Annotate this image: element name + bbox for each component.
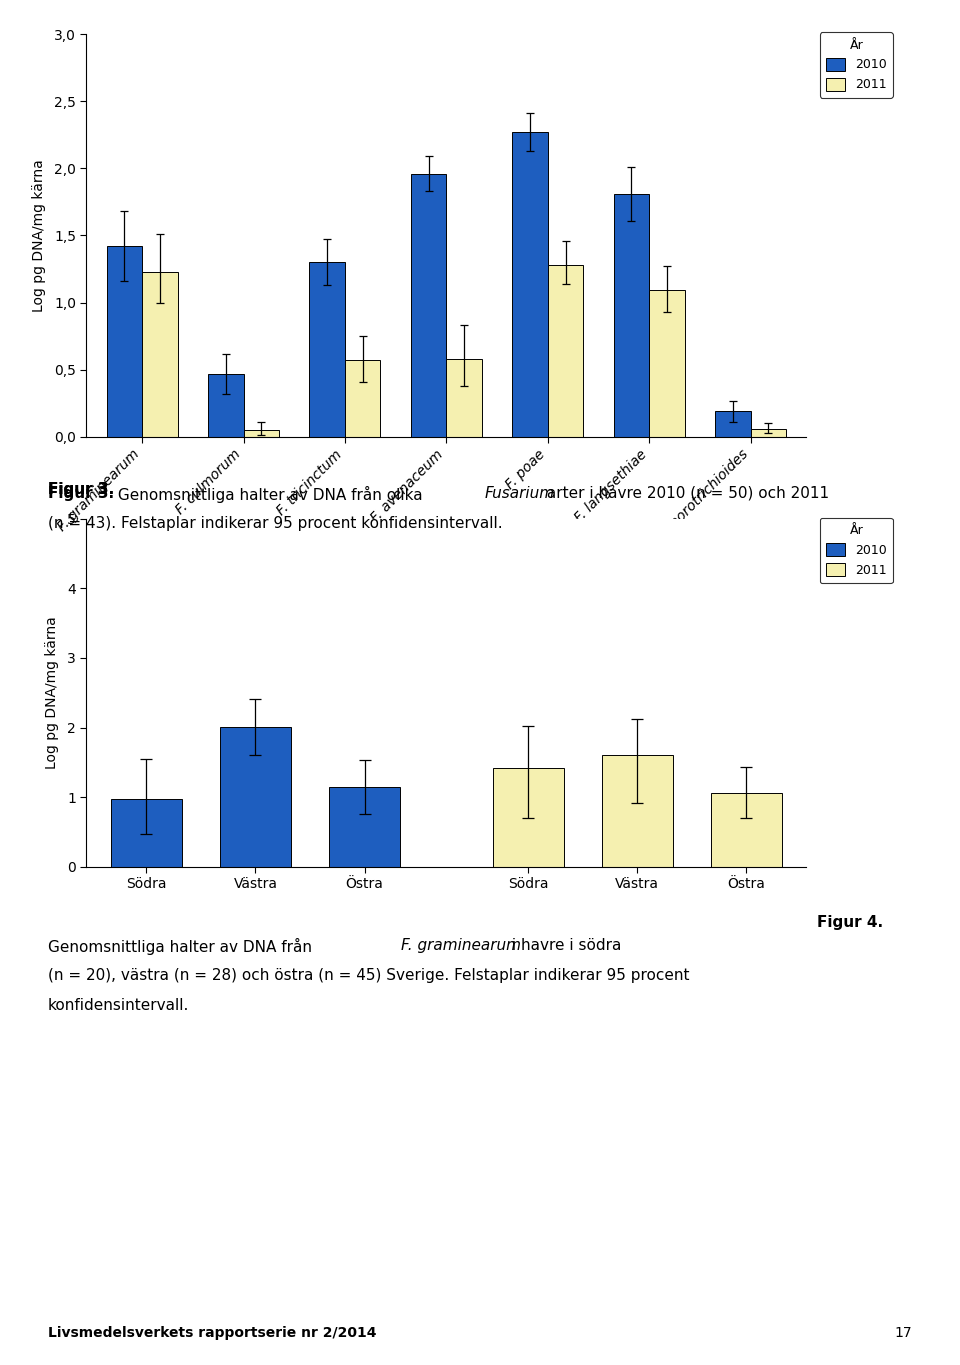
Bar <box>142 272 178 437</box>
Text: Genomsnittliga halter av DNA från: Genomsnittliga halter av DNA från <box>48 938 317 954</box>
Bar <box>220 726 291 867</box>
Text: konfidensintervall.: konfidensintervall. <box>48 998 189 1013</box>
Y-axis label: Log pg DNA/mg kärna: Log pg DNA/mg kärna <box>45 617 59 768</box>
Bar <box>329 788 400 867</box>
Bar <box>492 768 564 867</box>
Text: Fusarium: Fusarium <box>485 486 555 501</box>
Text: Figur 3.: Figur 3. <box>48 486 114 501</box>
Bar <box>548 265 584 437</box>
Text: Genomsnittliga halter av DNA från olika: Genomsnittliga halter av DNA från olika <box>113 486 428 502</box>
Text: Figur 3.: Figur 3. <box>48 482 114 497</box>
Bar <box>111 800 181 867</box>
Text: F. graminearum: F. graminearum <box>401 938 521 953</box>
Bar <box>345 360 380 437</box>
Text: (n = 20), västra (n = 28) och östra (n = 45) Sverige. Felstaplar indikerar 95 pr: (n = 20), västra (n = 28) och östra (n =… <box>48 968 689 983</box>
Bar <box>244 430 279 437</box>
Bar <box>751 429 786 437</box>
Bar <box>411 173 446 437</box>
Bar <box>513 132 548 437</box>
Bar <box>613 194 649 437</box>
Text: (n = 43). Felstaplar indikerar 95 procent konfidensintervall.: (n = 43). Felstaplar indikerar 95 procen… <box>48 516 503 531</box>
Text: Figur 4.: Figur 4. <box>817 915 883 930</box>
Bar <box>649 291 684 437</box>
Bar <box>602 755 673 867</box>
Bar <box>208 374 244 437</box>
Text: 17: 17 <box>895 1327 912 1340</box>
Text: Figur 3.: Figur 3. <box>48 482 114 497</box>
Text: Livsmedelsverkets rapportserie nr 2/2014: Livsmedelsverkets rapportserie nr 2/2014 <box>48 1327 376 1340</box>
Legend: 2010, 2011: 2010, 2011 <box>820 517 893 583</box>
Text: arter i havre 2010 (n = 50) och 2011: arter i havre 2010 (n = 50) och 2011 <box>542 486 829 501</box>
Bar <box>711 793 781 867</box>
Bar <box>715 411 751 437</box>
Bar <box>446 359 482 437</box>
Bar <box>107 246 142 437</box>
Text: i havre i södra: i havre i södra <box>507 938 621 953</box>
Legend: 2010, 2011: 2010, 2011 <box>820 33 893 97</box>
Bar <box>309 262 345 437</box>
Y-axis label: Log pg DNA/mg kärna: Log pg DNA/mg kärna <box>32 160 46 311</box>
